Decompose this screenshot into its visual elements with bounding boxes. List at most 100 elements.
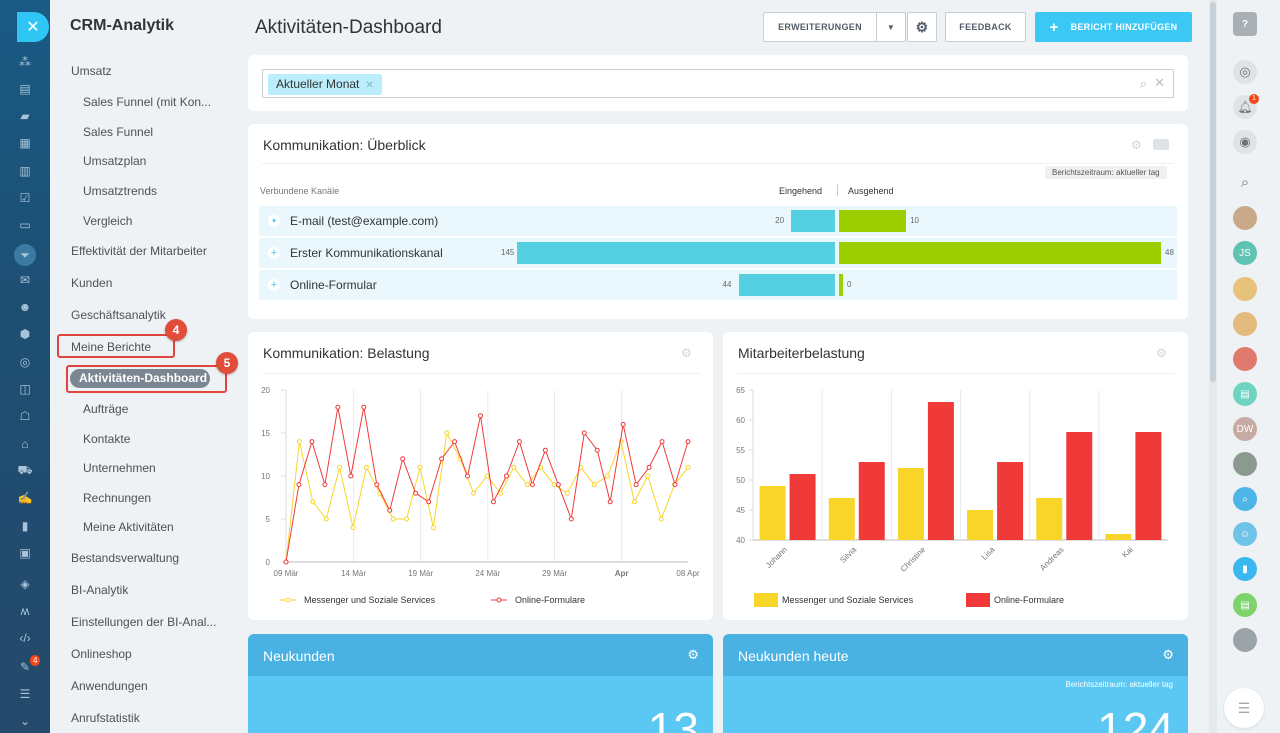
gear-icon[interactable]: ⚙ <box>1131 138 1142 152</box>
nav-item[interactable]: Bestandsverwaltung <box>71 551 180 565</box>
avatar[interactable] <box>1233 206 1257 230</box>
data-point <box>685 464 691 470</box>
expand-icon[interactable]: • <box>268 215 280 227</box>
nav-item[interactable]: Geschäftsanalytik <box>71 308 166 322</box>
gear-icon[interactable]: ⚙ <box>687 647 699 662</box>
list-icon[interactable]: ☰ <box>19 687 31 701</box>
nav-item[interactable]: Meine Berichte <box>71 340 152 354</box>
data-point <box>322 482 328 488</box>
help-icon[interactable]: ? <box>1233 12 1257 36</box>
filter-tag[interactable]: Aktueller Monat ✕ <box>268 74 382 95</box>
feedback-button[interactable]: FEEDBACK <box>945 12 1026 42</box>
contacts-icon[interactable]: ☻ <box>18 300 32 314</box>
avatar[interactable] <box>1233 628 1257 652</box>
avatar[interactable] <box>1233 452 1257 476</box>
scroll-thumb[interactable] <box>1210 2 1216 382</box>
data-point <box>363 464 369 470</box>
tag-remove-icon[interactable]: ✕ <box>365 80 374 91</box>
close-icon[interactable]: ✕ <box>17 12 49 42</box>
sites-icon[interactable]: ⬢ <box>19 327 31 341</box>
nav-item[interactable]: Effektivität der Mitarbeiter <box>71 244 207 258</box>
nav-item[interactable]: Kunden <box>71 276 113 290</box>
nav-item[interactable]: Umsatzplan <box>83 154 147 168</box>
new-customers-today-value: 124 <box>1097 703 1174 733</box>
clear-icon[interactable]: ✕ <box>1154 75 1165 90</box>
avatar[interactable] <box>1233 277 1257 301</box>
nav-item[interactable]: BI-Analytik <box>71 583 129 597</box>
nav-item[interactable]: Einstellungen der BI-Anal... <box>71 615 217 629</box>
target-icon[interactable]: ◎ <box>19 355 31 369</box>
group-icon[interactable]: ☺ <box>1233 522 1257 546</box>
copilot-icon[interactable]: ◎ <box>1233 60 1257 84</box>
nav-item[interactable]: Onlineshop <box>71 647 132 661</box>
nav-item[interactable]: Vergleich <box>83 214 133 228</box>
crm-filter-icon[interactable]: ⏷ <box>14 244 36 266</box>
table-row[interactable]: + Online-Formular 44 0 <box>259 270 1177 300</box>
data-point <box>337 464 343 470</box>
bell-icon[interactable]: 🔔︎ <box>1233 95 1257 119</box>
chevron-down-icon[interactable]: ⌄ <box>19 714 31 728</box>
nav-item[interactable]: Sales Funnel (mit Kon... <box>83 95 212 109</box>
notes-icon[interactable]: ▤ <box>1233 593 1257 617</box>
nav-item[interactable]: Kontakte <box>83 432 131 446</box>
table-row[interactable]: • E-mail (test@example.com) 20 10 <box>259 206 1177 236</box>
nav-item[interactable]: Rechnungen <box>83 491 152 505</box>
dashboard-icon[interactable]: ⁂ <box>19 55 31 69</box>
drive-icon[interactable]: ▭ <box>19 218 31 232</box>
nav-item[interactable]: Meine Aktivitäten <box>83 520 174 534</box>
expand-icon[interactable]: + <box>268 279 280 291</box>
scrollbar[interactable] <box>1209 0 1217 733</box>
id-card-icon[interactable]: ▣ <box>19 546 31 560</box>
x-tick-label: Silvia <box>838 545 858 565</box>
messages-icon[interactable]: ◉ <box>1233 130 1257 154</box>
tasks-icon[interactable]: ☑ <box>19 191 31 205</box>
bookmark-icon[interactable]: ▮ <box>1233 557 1257 581</box>
avatar-js[interactable]: JS <box>1233 241 1257 265</box>
gear-icon[interactable]: ⚙ <box>681 346 692 360</box>
nav-item[interactable]: Unternehmen <box>83 461 156 475</box>
nav-item[interactable]: Anrufstatistik <box>71 711 140 725</box>
extensions-dropdown-button[interactable]: ▼ <box>876 12 906 42</box>
robot-icon[interactable]: ☖ <box>19 409 31 423</box>
shop-cart-icon[interactable]: ⛟ <box>17 463 33 477</box>
notification-badge: 1 <box>1249 94 1259 104</box>
nav-item-active[interactable]: Aktivitäten-Dashboard <box>70 369 210 388</box>
nav-item[interactable]: Umsatz <box>71 64 112 78</box>
avatar[interactable] <box>1233 347 1257 371</box>
search-icon[interactable]: ⌕ <box>1240 173 1250 191</box>
extensions-button[interactable]: ERWEITERUNGEN <box>763 12 877 42</box>
filter-input[interactable]: Aktueller Monat ✕ ⌕ ✕ <box>262 69 1174 98</box>
sign-icon[interactable]: ✍ <box>17 491 33 505</box>
avatar-dw[interactable]: DW <box>1233 417 1257 441</box>
telephony-icon[interactable]: ◫ <box>19 382 31 396</box>
developer-icon[interactable]: ‹/› <box>19 631 31 645</box>
table-row[interactable]: + Erster Kommunikationskanal 145 48 <box>259 238 1177 268</box>
video-icon[interactable] <box>1153 139 1169 150</box>
add-report-button[interactable]: + BERICHT HINZUFÜGEN <box>1035 12 1192 42</box>
chat-bot-icon[interactable]: ▤ <box>1233 382 1257 406</box>
documents-icon[interactable]: ▥ <box>19 164 31 178</box>
menu-icon[interactable]: ☰ <box>1224 688 1264 728</box>
box-icon[interactable]: ◈ <box>20 577 30 591</box>
mail-icon[interactable]: ✉ <box>19 273 31 287</box>
nav-item[interactable]: Umsatztrends <box>83 184 158 198</box>
notes-icon[interactable]: ✎ <box>19 660 31 674</box>
analytics-icon[interactable]: ▮ <box>21 519 29 533</box>
calendar-icon[interactable]: ▦ <box>19 136 31 150</box>
feed-icon[interactable]: ▤ <box>19 82 31 96</box>
market-icon[interactable]: ʍ <box>20 604 30 618</box>
line-chart: 0 5 10 15 20 09 Mär 14 Mär 19 Mär 24 Mär 29 Mär Ap… <box>261 386 700 605</box>
gear-icon[interactable]: ⚙ <box>1162 647 1174 662</box>
nav-item[interactable]: Anwendungen <box>71 679 148 693</box>
expand-icon[interactable]: + <box>268 247 280 259</box>
nav-item[interactable]: Sales Funnel <box>83 125 154 139</box>
nav-item[interactable]: Aufträge <box>83 402 129 416</box>
chat-icon[interactable]: ▰ <box>20 109 30 123</box>
gear-icon[interactable]: ⚙ <box>1156 346 1167 360</box>
settings-button[interactable]: ⚙ <box>907 12 937 42</box>
data-point <box>452 439 458 445</box>
avatar[interactable] <box>1233 312 1257 336</box>
search-doc-icon[interactable]: ⌕ <box>1233 487 1257 511</box>
company-icon[interactable]: ⌂ <box>21 437 29 451</box>
search-icon[interactable]: ⌕ <box>1139 76 1147 91</box>
